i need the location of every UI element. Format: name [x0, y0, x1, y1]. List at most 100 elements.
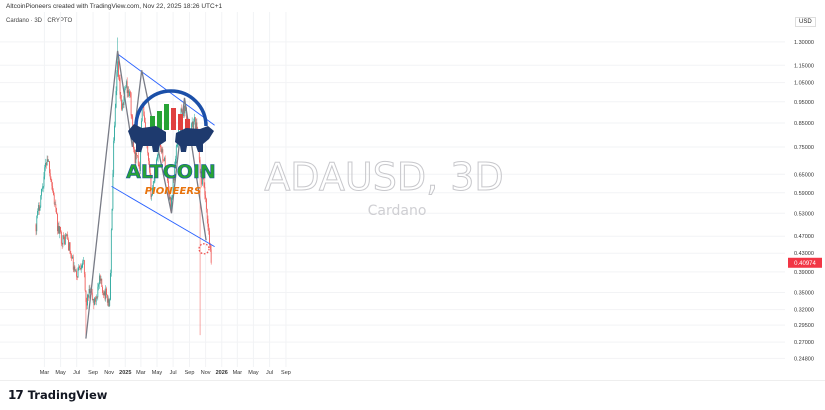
- candle: [206, 197, 207, 213]
- y-tick-label: 0.43000: [794, 251, 814, 257]
- price-chart[interactable]: ADAUSD, 3D Cardano ALTCOIN PIONEERS 1.30…: [0, 0, 825, 380]
- candle: [99, 274, 101, 284]
- candle: [75, 269, 77, 272]
- x-tick-label: 2026: [216, 370, 228, 376]
- candle: [156, 154, 158, 161]
- candle: [152, 185, 153, 196]
- candle: [66, 233, 68, 237]
- y-tick-label: 1.05000: [794, 81, 814, 87]
- candle: [95, 294, 97, 306]
- y-tick-label: 1.30000: [794, 40, 814, 46]
- candle: [129, 90, 131, 98]
- candle: [125, 79, 127, 89]
- candle: [72, 254, 73, 259]
- tradingview-mark-icon: 17: [8, 388, 24, 402]
- chart-caption: AltcoinPioneers created with TradingView…: [6, 3, 223, 10]
- candle: [108, 297, 110, 307]
- candle: [113, 137, 115, 178]
- candle: [41, 188, 42, 200]
- x-tick-label: Sep: [281, 370, 291, 376]
- candle: [150, 173, 152, 200]
- candle: [152, 181, 154, 191]
- candle: [39, 205, 41, 212]
- candle: [72, 254, 74, 273]
- candle: [94, 297, 96, 306]
- candle: [149, 165, 151, 178]
- candle: [140, 148, 142, 174]
- candle: [93, 298, 95, 310]
- watermark: ADAUSD, 3D Cardano: [264, 155, 504, 220]
- candle: [88, 285, 90, 299]
- candle: [126, 77, 128, 98]
- candle: [35, 223, 37, 236]
- y-tick-label: 0.29500: [794, 323, 814, 329]
- candle: [117, 37, 119, 77]
- tradingview-logo[interactable]: 17 TradingView: [8, 388, 107, 402]
- candle: [156, 157, 157, 171]
- candle: [87, 294, 89, 301]
- candle: [57, 222, 59, 234]
- candle: [122, 102, 124, 109]
- candle: [98, 282, 100, 291]
- candle: [78, 264, 80, 271]
- y-tick-label: 0.24800: [794, 356, 814, 362]
- candle: [52, 182, 54, 193]
- logo-bar-icon: [164, 104, 169, 130]
- candle: [164, 156, 165, 162]
- candle: [77, 267, 79, 278]
- candle: [169, 193, 171, 201]
- candle: [191, 117, 193, 128]
- last-price-tag: 0.40974: [788, 257, 822, 268]
- candle: [206, 208, 208, 224]
- y-tick-label: 1.15000: [794, 63, 814, 69]
- candle: [83, 256, 84, 265]
- chart-grid: [0, 12, 785, 367]
- candle: [50, 176, 52, 183]
- candle: [84, 272, 86, 292]
- candle: [118, 74, 120, 82]
- candle: [43, 172, 45, 189]
- candle: [121, 99, 123, 112]
- candle: [210, 245, 212, 265]
- target-marker-icon: [198, 243, 210, 255]
- candle: [114, 103, 116, 128]
- candle: [71, 253, 73, 262]
- candle: [137, 155, 138, 158]
- candle: [82, 259, 84, 268]
- candle: [153, 176, 155, 184]
- candle: [55, 199, 57, 213]
- bull-icon: [128, 124, 166, 152]
- x-tick-label: Jul: [266, 370, 273, 376]
- candle: [171, 195, 173, 200]
- x-tick-label: Nov: [201, 370, 211, 376]
- watermark-name: Cardano: [368, 203, 427, 219]
- candle: [129, 88, 130, 98]
- candle: [200, 168, 202, 178]
- currency-button[interactable]: USD: [795, 17, 816, 27]
- candle: [41, 183, 43, 192]
- y-tick-label: 0.35000: [794, 291, 814, 297]
- candle: [83, 259, 85, 278]
- price-axis: 1.30000 1.15000 1.05000 0.95000 0.85000 0.750…: [794, 40, 814, 362]
- candle: [80, 265, 82, 273]
- x-tick-label: Nov: [104, 370, 114, 376]
- channel-trendline[interactable]: [111, 186, 215, 248]
- candle: [123, 95, 125, 108]
- tradingview-brand: TradingView: [27, 388, 108, 402]
- candle: [207, 215, 209, 231]
- candle: [69, 242, 71, 255]
- candle: [133, 146, 135, 154]
- candle: [53, 188, 54, 196]
- candle: [95, 295, 96, 305]
- candle: [134, 149, 136, 166]
- y-tick-label: 0.95000: [794, 100, 814, 106]
- candle: [40, 195, 42, 208]
- bear-icon: [175, 126, 214, 152]
- x-tick-label: Mar: [40, 370, 50, 376]
- candle: [68, 237, 69, 251]
- zigzag-pattern-line[interactable]: [85, 50, 207, 339]
- candle: [60, 230, 62, 247]
- candle: [148, 158, 150, 173]
- candle: [130, 92, 132, 119]
- candle: [120, 91, 122, 102]
